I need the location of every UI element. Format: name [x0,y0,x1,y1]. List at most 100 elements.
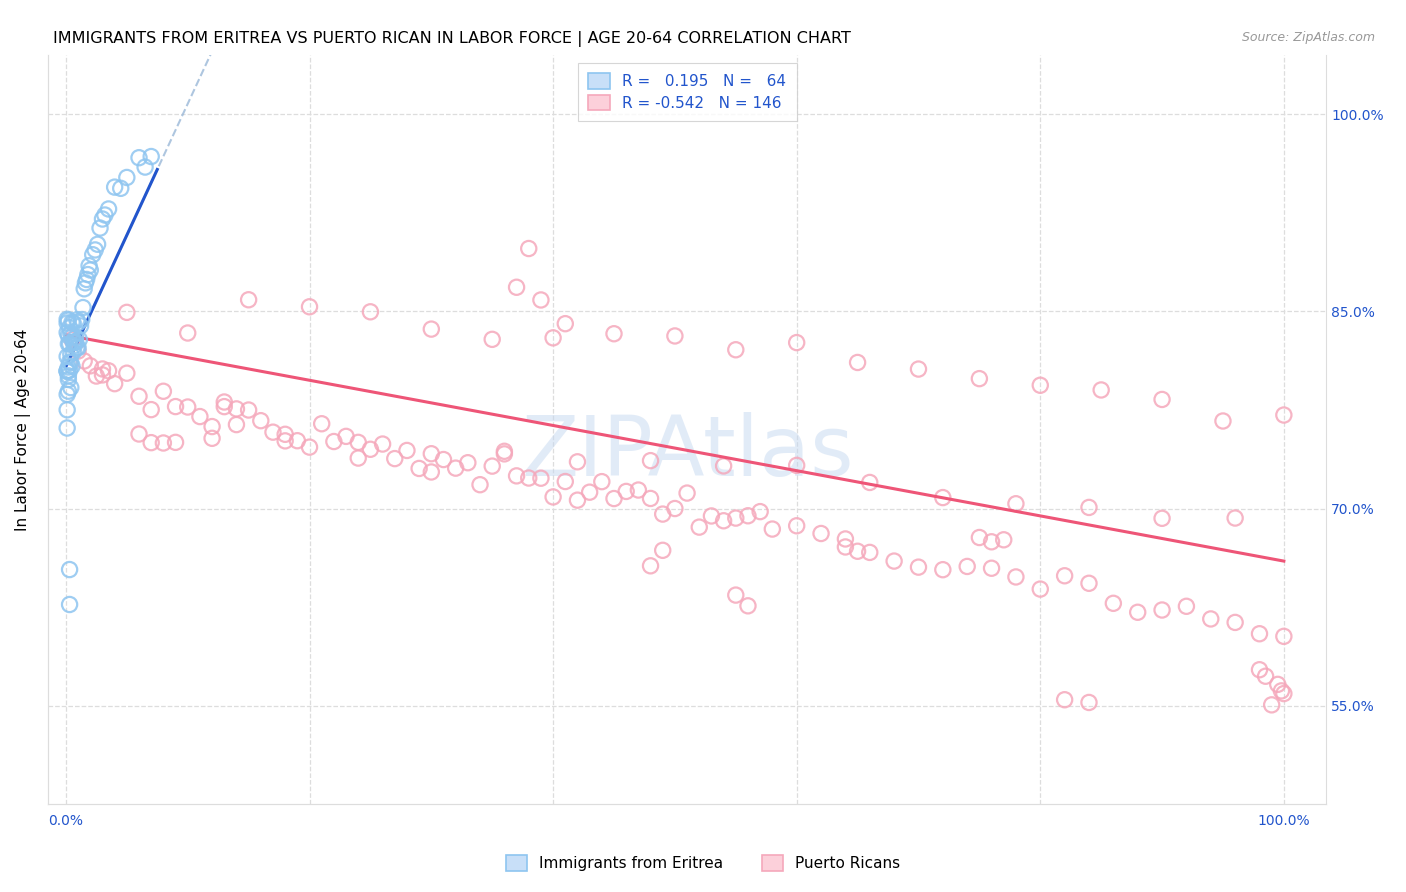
Point [554,317,576,331]
Point [993,533,1015,547]
Point [969,371,991,385]
Point [214,395,236,409]
Point [980,534,1002,549]
Point [104,180,127,194]
Point [165,435,187,450]
Point [749,505,772,519]
Point [1053,568,1076,582]
Point [76,268,98,282]
Point [713,514,735,528]
Point [225,401,247,416]
Point [1152,511,1174,525]
Point [56,421,79,435]
Point [56,364,79,378]
Point [60,329,83,343]
Point [77,259,100,273]
Point [1029,582,1052,596]
Point [58,563,80,577]
Point [651,543,673,558]
Point [567,455,589,469]
Point [91,368,114,382]
Point [141,402,163,417]
Point [541,331,564,345]
Point [128,389,150,403]
Point [713,458,735,473]
Point [420,447,443,461]
Point [541,490,564,504]
Point [1078,696,1101,710]
Point [84,243,107,257]
Point [152,384,174,399]
Point [846,355,869,369]
Point [79,263,101,277]
Point [347,451,370,466]
Point [969,531,991,545]
Point [225,417,247,432]
Point [359,305,381,319]
Point [86,369,108,384]
Point [67,316,90,330]
Point [298,440,321,454]
Point [59,381,82,395]
Point [640,491,662,506]
Point [614,484,637,499]
Point [58,384,80,399]
Point [249,414,271,428]
Point [165,400,187,414]
Point [59,347,82,361]
Point [724,588,747,602]
Point [1223,511,1246,525]
Point [274,434,297,448]
Point [58,355,80,369]
Point [481,332,503,346]
Point [834,540,856,554]
Point [69,318,91,333]
Point [494,447,516,461]
Point [1005,570,1028,584]
Point [980,561,1002,575]
Point [859,545,882,559]
Point [468,477,491,491]
Point [932,563,955,577]
Point [591,475,613,489]
Point [65,331,87,345]
Point [56,402,79,417]
Point [481,459,503,474]
Point [91,362,114,376]
Point [177,326,200,340]
Point [1152,392,1174,407]
Point [65,334,87,349]
Point [786,335,808,350]
Text: IMMIGRANTS FROM ERITREA VS PUERTO RICAN IN LABOR FORCE | AGE 20-64 CORRELATION C: IMMIGRANTS FROM ERITREA VS PUERTO RICAN … [53,31,851,47]
Point [1090,383,1112,397]
Point [104,376,127,391]
Point [846,544,869,558]
Point [177,400,200,414]
Point [322,434,344,449]
Point [201,431,224,445]
Point [664,501,686,516]
Point [603,326,626,341]
Point [67,344,90,359]
Point [505,468,527,483]
Point [285,434,308,448]
Point [517,242,540,256]
Point [640,558,662,573]
Point [70,312,93,326]
Point [134,160,156,174]
Point [517,471,540,485]
Point [141,149,163,163]
Point [1212,414,1234,428]
Point [188,409,211,424]
Point [56,364,79,378]
Point [82,248,104,262]
Point [58,372,80,386]
Point [128,427,150,442]
Point [59,356,82,370]
Point [737,508,759,523]
Point [737,599,759,613]
Point [97,364,120,378]
Point [651,507,673,521]
Point [86,237,108,252]
Point [1272,629,1295,643]
